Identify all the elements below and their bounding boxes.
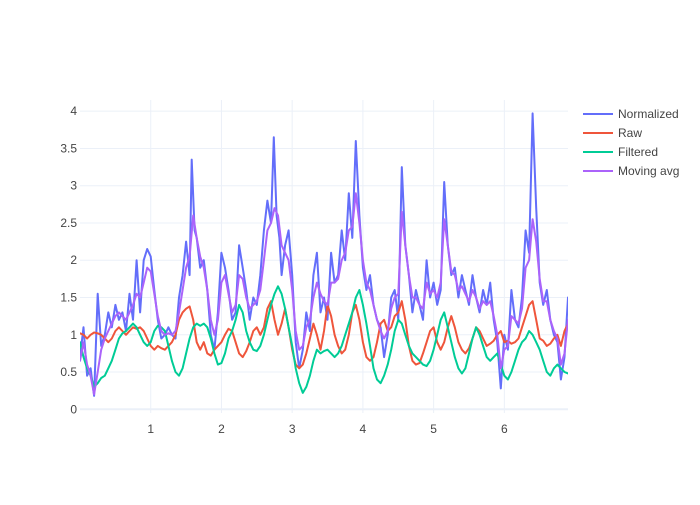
x-axis-ticks: 1 2 3 4 5 6: [147, 422, 508, 436]
y-tick-label: 0.5: [60, 365, 77, 379]
y-tick-label: 4: [70, 104, 77, 118]
y-tick-label: 2.5: [60, 216, 77, 230]
series-line-raw: [80, 300, 568, 370]
legend-label: Normalized: [618, 107, 679, 121]
legend[interactable]: Normalized Raw Filtered Moving avg: [583, 107, 679, 178]
x-tick-label: 6: [501, 422, 508, 436]
series-line-normalized: [80, 112, 568, 397]
y-tick-label: 3: [70, 179, 77, 193]
legend-label: Filtered: [618, 145, 658, 159]
y-tick-label: 3.5: [60, 141, 77, 155]
y-tick-label: 1: [70, 328, 77, 342]
legend-label: Moving avg: [618, 164, 679, 178]
y-axis-ticks: 0 0.5 1 1.5 2 2.5 3 3.5 4: [60, 104, 77, 416]
y-tick-label: 1.5: [60, 290, 77, 304]
legend-label: Raw: [618, 126, 642, 140]
x-tick-label: 3: [289, 422, 296, 436]
x-tick-label: 2: [218, 422, 225, 436]
legend-item-raw[interactable]: Raw: [583, 126, 642, 140]
legend-item-normalized[interactable]: Normalized: [583, 107, 679, 121]
y-tick-label: 2: [70, 253, 77, 267]
series-line-moving-avg: [80, 192, 568, 396]
x-tick-label: 4: [360, 422, 367, 436]
y-tick-label: 0: [70, 402, 77, 416]
legend-item-moving-avg[interactable]: Moving avg: [583, 164, 679, 178]
x-tick-label: 1: [147, 422, 154, 436]
legend-item-filtered[interactable]: Filtered: [583, 145, 658, 159]
x-tick-label: 5: [430, 422, 437, 436]
series-lines: [80, 112, 568, 397]
grid: [80, 100, 568, 413]
